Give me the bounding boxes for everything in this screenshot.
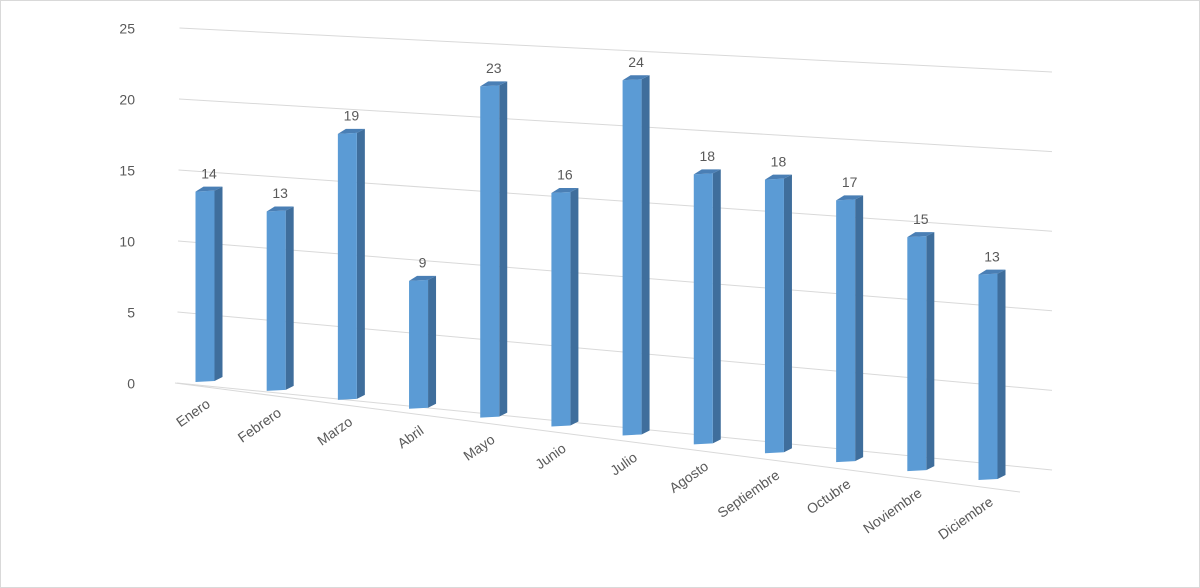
bar-side	[285, 206, 294, 390]
bar-front	[195, 190, 215, 382]
bar-front	[551, 191, 571, 427]
bar-top	[622, 75, 650, 81]
bar-top	[907, 232, 935, 238]
bar-front	[409, 279, 429, 409]
bar-side	[712, 169, 721, 444]
data-label: 23	[486, 60, 502, 76]
bar-side	[570, 187, 579, 426]
bar-top	[836, 195, 864, 201]
data-label: 24	[628, 54, 644, 70]
bar-side	[783, 174, 792, 453]
grid-line	[178, 169, 1053, 232]
data-label: 13	[984, 248, 1000, 264]
bar	[266, 206, 294, 391]
bar	[764, 174, 792, 454]
bar-top	[978, 269, 1006, 275]
grid-line	[178, 98, 1053, 153]
bar-top	[266, 206, 294, 212]
grid-line	[177, 240, 1053, 312]
bar	[907, 232, 935, 472]
bar-front	[480, 85, 500, 418]
data-label: 17	[842, 174, 858, 190]
bar-front	[337, 132, 357, 400]
data-label: 18	[771, 153, 787, 169]
y-tick-label: 20	[119, 92, 135, 108]
y-tick-label: 10	[119, 234, 135, 250]
bar-side	[428, 275, 437, 408]
floor-edge	[174, 382, 1021, 493]
data-label: 13	[272, 185, 288, 201]
bar-top	[693, 169, 721, 175]
data-label: 18	[699, 148, 715, 164]
bar-side	[997, 269, 1006, 479]
bar-side	[356, 128, 365, 399]
bar-side	[855, 195, 864, 462]
bar	[978, 269, 1006, 480]
bar-side	[499, 81, 508, 417]
bar-front	[693, 173, 713, 445]
bar-front	[836, 199, 856, 463]
data-label: 14	[201, 165, 217, 181]
bar	[551, 187, 579, 427]
bar	[836, 195, 864, 463]
y-tick-label: 25	[119, 21, 135, 37]
data-label: 15	[913, 211, 929, 227]
data-label: 9	[419, 255, 427, 271]
y-tick-label: 0	[127, 376, 135, 392]
data-label: 19	[344, 108, 360, 124]
bar-front	[764, 178, 784, 454]
grid-line	[176, 382, 1053, 471]
bar-side	[926, 232, 935, 471]
bar-top	[195, 186, 223, 192]
bar-top	[764, 174, 792, 180]
bar-side	[214, 186, 223, 381]
bar-top	[480, 81, 508, 87]
y-tick-label: 5	[127, 305, 135, 321]
bar	[693, 169, 721, 445]
bar-front	[266, 210, 286, 391]
y-tick-label: 15	[119, 163, 135, 179]
bar-top	[409, 275, 437, 281]
bar-side	[641, 75, 650, 435]
bar	[337, 128, 365, 400]
bar-top	[337, 128, 365, 134]
bar	[480, 81, 508, 418]
grid-line	[179, 27, 1053, 73]
bar-front	[907, 236, 927, 472]
bar	[195, 186, 223, 382]
grid-line	[177, 311, 1053, 391]
bar	[622, 75, 650, 436]
bar-top	[551, 187, 579, 193]
bar-front	[978, 273, 998, 480]
bar-front	[622, 79, 642, 436]
bar	[409, 275, 437, 409]
data-label: 16	[557, 167, 573, 183]
